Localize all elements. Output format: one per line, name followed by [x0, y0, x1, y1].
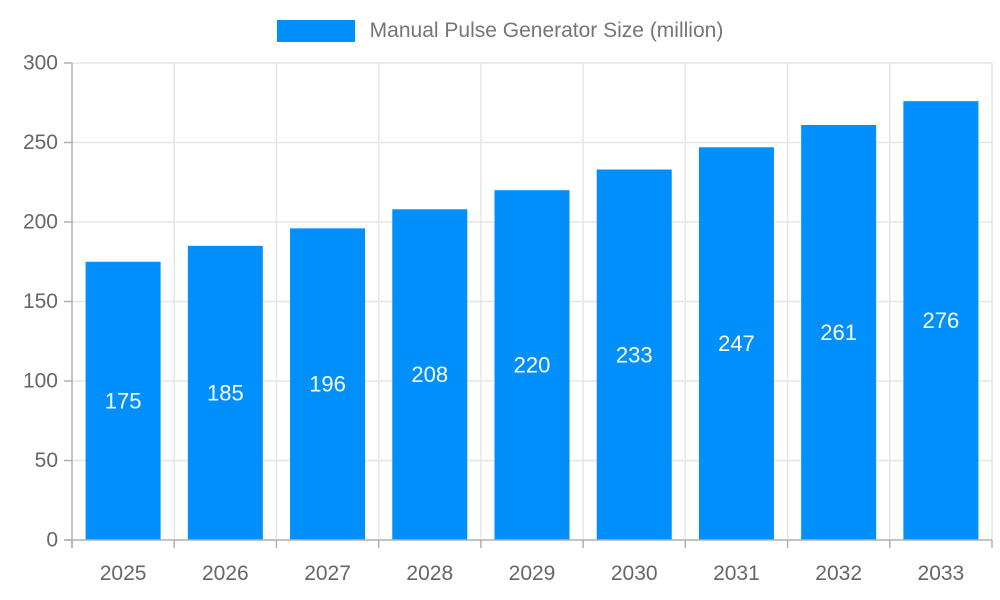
bar-2030[interactable]	[596, 169, 672, 540]
y-tick-label: 150	[23, 290, 58, 313]
x-tick-label: 2029	[509, 562, 556, 585]
bar-value-label: 233	[616, 342, 653, 367]
bar-2029[interactable]	[494, 190, 570, 540]
legend-label: Manual Pulse Generator Size (million)	[369, 19, 724, 42]
x-tick-label: 2032	[815, 562, 862, 585]
x-tick-label: 2030	[611, 562, 658, 585]
bar-2033[interactable]	[903, 101, 979, 540]
x-tick-label: 2025	[100, 562, 147, 585]
x-tick-label: 2031	[713, 562, 760, 585]
x-tick-label: 2033	[918, 562, 965, 585]
y-tick-label: 100	[23, 370, 58, 393]
y-tick-label: 50	[35, 449, 58, 472]
y-tick-label: 250	[23, 131, 58, 154]
bar-value-label: 276	[923, 308, 960, 333]
bar-value-label: 196	[309, 372, 346, 397]
bar-value-label: 261	[820, 320, 857, 345]
bar-2032[interactable]	[801, 125, 877, 540]
bar-value-label: 220	[514, 353, 551, 378]
x-tick-label: 2026	[202, 562, 249, 585]
y-tick-label: 200	[23, 211, 58, 234]
bar-2025[interactable]	[85, 261, 161, 540]
legend-item[interactable]: Manual Pulse Generator Size (million)	[0, 17, 1000, 45]
bar-2028[interactable]	[392, 209, 468, 540]
bar-value-label: 247	[718, 331, 755, 356]
x-tick-label: 2027	[304, 562, 351, 585]
x-tick-label: 2028	[406, 562, 453, 585]
y-tick-label: 300	[23, 52, 58, 75]
bar-2031[interactable]	[698, 147, 774, 540]
legend-swatch	[276, 20, 355, 42]
bar-value-label: 208	[411, 362, 448, 387]
bar-2027[interactable]	[290, 228, 366, 541]
bar-value-label: 175	[105, 388, 142, 413]
bar-2026[interactable]	[187, 245, 263, 540]
y-tick-label: 0	[46, 529, 58, 552]
bar-value-label: 185	[207, 380, 244, 405]
